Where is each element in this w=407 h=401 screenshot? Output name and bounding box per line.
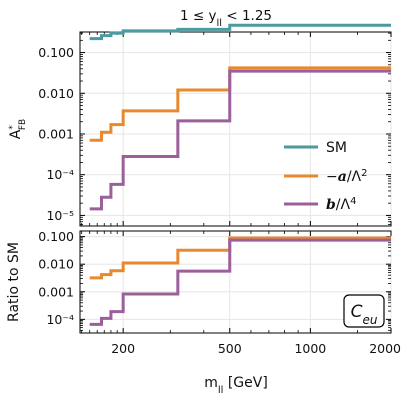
y-tick-label: 10⁻⁵	[46, 208, 74, 223]
legend: SM −a/Λ2 b/Λ4	[284, 140, 367, 213]
series-line-0	[89, 236, 391, 280]
bottom-y-axis-label: Ratio to SM	[6, 242, 22, 322]
x-tick-label: 2000	[369, 341, 401, 356]
series-line-0	[89, 23, 391, 41]
legend-label: −a/Λ2	[326, 168, 367, 186]
x-axis-label: mll [GeV]	[204, 375, 268, 396]
y-tick-label: 0.100	[38, 229, 74, 244]
series-line-2	[89, 69, 391, 211]
y-axis-title: Ratio to SM	[6, 242, 22, 322]
x-tick-label: 200	[111, 341, 135, 356]
series-line-1	[89, 66, 391, 142]
x-axis-title: mll [GeV]	[204, 375, 268, 396]
coefficient-label-box: Ceu	[343, 294, 385, 328]
coefficient-label-frame	[343, 294, 385, 328]
top-panel: 0.100 0.010 0.001 10⁻⁴ 10⁻⁵ SM −a/Λ2 b/Λ4	[38, 23, 392, 227]
x-tick-label: 500	[218, 341, 242, 356]
y-tick-label: 0.001	[38, 126, 74, 141]
y-tick-label: 0.100	[38, 45, 74, 60]
y-tick-label: 10⁻⁴	[46, 167, 74, 182]
top-panel-ticks: 0.100 0.010 0.001 10⁻⁴ 10⁻⁵	[38, 32, 392, 226]
y-tick-label: 10⁻⁴	[46, 312, 74, 327]
bottom-panel-ticks: 0.100 0.010 0.001 10⁻⁴ 200 500 1000 2000	[38, 229, 401, 356]
legend-label: SM	[326, 140, 347, 156]
top-panel-series	[89, 23, 391, 211]
top-y-axis-label: A*FB	[8, 119, 28, 139]
y-tick-label: 0.001	[38, 284, 74, 299]
bottom-panel-series	[89, 236, 391, 326]
x-tick-label: 1000	[294, 341, 326, 356]
series-line-1	[89, 238, 391, 326]
bottom-panel: 0.100 0.010 0.001 10⁻⁴ 200 500 1000 2000 Ceu	[38, 229, 401, 356]
y-tick-label: 0.010	[38, 86, 74, 101]
legend-label: b/Λ4	[326, 196, 356, 214]
y-tick-label: 0.010	[38, 257, 74, 272]
top-panel-grid	[80, 32, 392, 226]
y-axis-title: A*FB	[8, 119, 28, 139]
chart-title: 1 ≤ yll < 1.25	[180, 8, 272, 29]
